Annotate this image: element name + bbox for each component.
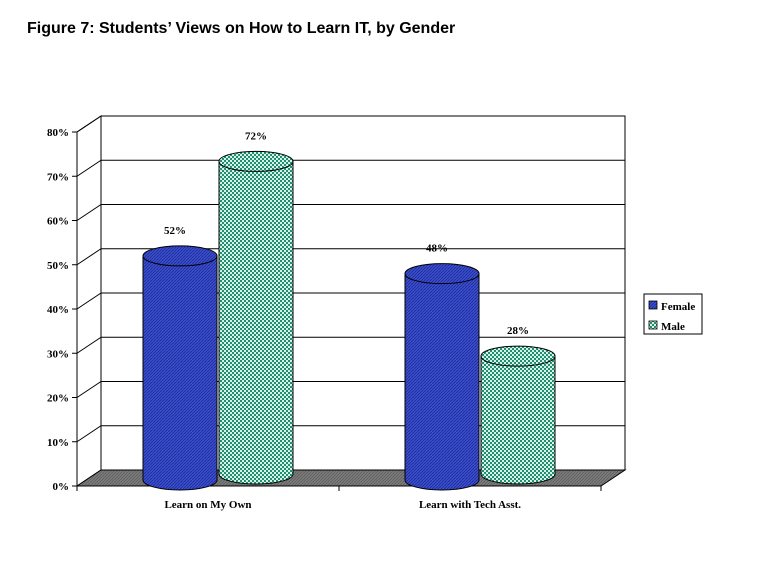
y-tick-label: 20% [47, 393, 69, 405]
data-label: 28% [507, 325, 529, 337]
gridline-side [76, 336, 102, 354]
y-tick-label: 40% [47, 304, 69, 316]
data-label: 72% [245, 130, 267, 142]
legend: Female Male [643, 293, 703, 335]
bars-group [142, 150, 556, 491]
legend-label: Female [661, 301, 695, 313]
y-axis: 0% 10% 20% 30% 40% 50% 60% 70% 80% Learn on My Ow… [47, 127, 602, 511]
data-label: 48% [426, 243, 448, 255]
cylinder-body [142, 255, 218, 491]
gridline-side [76, 425, 102, 443]
y-tick-label: 10% [47, 437, 69, 449]
cylinder-top [142, 245, 218, 267]
cylinder-top [404, 263, 480, 285]
gridline-side [76, 381, 102, 398]
y-tick-label: 80% [47, 127, 69, 139]
bar-male-0 [218, 150, 294, 485]
y-tick-label: 70% [47, 171, 69, 183]
legend-label: Male [661, 321, 685, 333]
data-label: 52% [164, 225, 186, 237]
cylinder-top [480, 345, 556, 367]
gridline-side [76, 292, 102, 310]
legend-swatch [648, 300, 658, 310]
cylinder-body [404, 273, 480, 491]
legend-swatch [648, 320, 658, 330]
cylinder-body [480, 355, 556, 485]
x-category-label: Learn with Tech Asst. [419, 499, 521, 511]
chart-title: Figure 7: Students’ Views on How to Lear… [27, 20, 456, 37]
gridline-side [76, 115, 102, 133]
bar-female-0 [142, 245, 218, 491]
labels-group: 52% 72% 48% 28% [164, 130, 529, 337]
x-category-label: Learn on My Own [164, 499, 251, 511]
cylinder-body [218, 160, 294, 485]
gridline-side [76, 204, 102, 221]
y-tick-label: 60% [47, 216, 69, 228]
y-tick-label: 50% [47, 260, 69, 272]
y-tick-label: 30% [47, 348, 69, 360]
cylinder-top [218, 150, 294, 172]
bar-female-1 [404, 263, 480, 491]
gridline-side [76, 248, 102, 266]
bar-male-1 [480, 345, 556, 485]
gridline-side [76, 159, 102, 177]
y-tick-label: 0% [53, 481, 70, 493]
